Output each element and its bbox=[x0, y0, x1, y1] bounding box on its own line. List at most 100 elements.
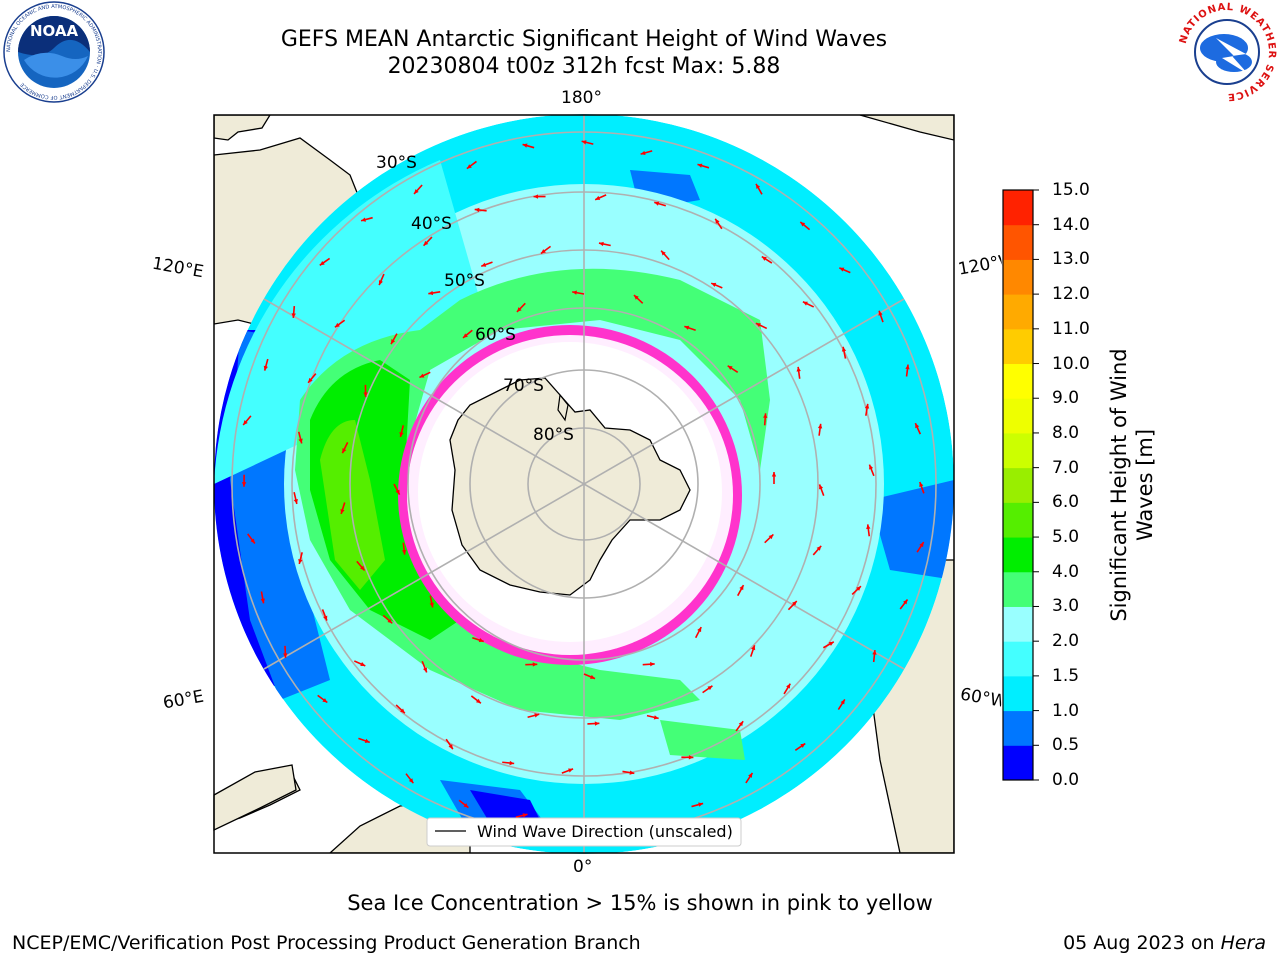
colorbar-tick-label: 1.0 bbox=[1052, 700, 1080, 721]
colorbar-frame bbox=[1002, 189, 1034, 781]
footer-date: 05 Aug 2023 on Hera bbox=[1063, 932, 1266, 954]
wind-arrow-head bbox=[364, 738, 370, 743]
wind-arrow-head bbox=[516, 307, 522, 312]
colorbar-segment bbox=[1003, 745, 1033, 781]
wind-arrow-head bbox=[402, 549, 407, 555]
wind-arrow-head bbox=[707, 685, 713, 691]
wind-arrow-head bbox=[250, 538, 255, 544]
colorbar-segment bbox=[1003, 675, 1033, 712]
wind-arrow-head bbox=[423, 240, 429, 246]
wind-arrow-head bbox=[872, 650, 877, 655]
colorbar-tick-label: 7.0 bbox=[1052, 457, 1080, 478]
footer-machine: Hera bbox=[1220, 932, 1266, 954]
sea-ice-note: Sea Ice Concentration > 15% is shown in … bbox=[347, 891, 933, 915]
wind-arrow-head bbox=[414, 189, 419, 194]
wind-arrow-head bbox=[448, 744, 453, 750]
wind-arrow-head bbox=[283, 653, 288, 658]
wind-arrow-head bbox=[761, 256, 767, 261]
wind-arrow-head bbox=[653, 715, 659, 720]
wind-arrows bbox=[241, 140, 925, 826]
lon-label-0: 0° bbox=[573, 857, 593, 877]
legend-label: Wind Wave Direction (unscaled) bbox=[477, 822, 733, 841]
colorbar-segment bbox=[1003, 710, 1033, 746]
wind-arrow-head bbox=[293, 499, 298, 504]
wind-arrow-head bbox=[661, 250, 666, 256]
footer-date-text: 05 Aug 2023 on bbox=[1063, 932, 1215, 954]
wind-arrow-head bbox=[768, 534, 774, 540]
wind-arrow-head bbox=[763, 413, 768, 418]
colorbar-label-line2: Waves [m] bbox=[1133, 428, 1157, 542]
wind-arrow-head bbox=[727, 365, 733, 371]
wind-arrow-head bbox=[429, 602, 434, 608]
wind-arrow-head bbox=[903, 599, 908, 605]
wind-arrow-head bbox=[654, 201, 660, 206]
wind-arrow-head bbox=[802, 301, 808, 306]
colorbar-tick-label: 13.0 bbox=[1052, 249, 1090, 270]
wind-arrow-head bbox=[816, 545, 822, 551]
wind-arrow-head bbox=[629, 770, 635, 775]
wind-arrow-head bbox=[395, 489, 400, 495]
wind-arrow-head bbox=[474, 207, 480, 213]
wind-arrow-head bbox=[800, 743, 806, 748]
colorbar-tick-label: 9.0 bbox=[1052, 388, 1080, 409]
wind-arrow-head bbox=[532, 662, 538, 667]
colorbar-segment bbox=[1003, 259, 1033, 295]
wind-arrow-head bbox=[864, 403, 870, 409]
noaa-logo: NATIONAL OCEANIC AND ATMOSPHERIC ADMINIS… bbox=[3, 1, 105, 103]
colorbar-segment bbox=[1003, 641, 1033, 677]
wind-arrow-head bbox=[595, 195, 601, 200]
noaa-logo-text: NOAA bbox=[30, 22, 79, 40]
wind-arrow-head bbox=[360, 662, 366, 667]
wind-arrow-head bbox=[568, 768, 574, 773]
wind-arrow-head bbox=[291, 313, 296, 318]
colorbar-tick-label: 8.0 bbox=[1052, 422, 1080, 443]
wind-arrow-head bbox=[698, 802, 704, 807]
wind-arrow-head bbox=[298, 559, 303, 564]
lat-label-40s: 40°S bbox=[411, 214, 452, 234]
wind-arrow-head bbox=[786, 683, 791, 689]
wind-arrow-head bbox=[633, 295, 639, 300]
wind-arrow-head bbox=[263, 365, 268, 371]
map-frame bbox=[213, 114, 955, 854]
wind-arrow-head bbox=[476, 698, 481, 704]
wind-arrow-head bbox=[866, 524, 871, 530]
ocean-disc bbox=[214, 114, 954, 854]
wind-arrow-head bbox=[466, 164, 472, 169]
wind-arrow-head bbox=[919, 482, 924, 487]
colorbar-tick-label: 15.0 bbox=[1052, 180, 1090, 200]
wind-arrow-head bbox=[739, 585, 744, 591]
wind-arrow-head bbox=[363, 392, 368, 397]
wind-arrow-head bbox=[697, 163, 703, 168]
colorbar-tick-label: 5.0 bbox=[1052, 527, 1080, 548]
colorbar-segment bbox=[1003, 328, 1033, 365]
land-upper-right bbox=[859, 115, 954, 141]
plot-title: GEFS MEAN Antarctic Significant Height o… bbox=[280, 27, 888, 52]
wind-arrow-head bbox=[308, 377, 313, 383]
colorbar-segment bbox=[1003, 571, 1033, 607]
wind-arrow-head bbox=[796, 366, 801, 372]
wind-arrow-head bbox=[756, 183, 761, 189]
colorbar-segment bbox=[1003, 467, 1033, 503]
wind-arrow-head bbox=[841, 346, 847, 352]
wind-arrow-head bbox=[260, 598, 265, 604]
wind-arrow-head bbox=[839, 267, 845, 272]
lat-label-30s: 30°S bbox=[376, 153, 417, 173]
wind-arrow-head bbox=[800, 222, 806, 227]
wind-arrow-head bbox=[387, 618, 393, 624]
wind-arrow-head bbox=[400, 708, 405, 714]
wind-arrow-head bbox=[738, 721, 744, 727]
colorbar-segment bbox=[1003, 294, 1033, 330]
wind-arrow-head bbox=[391, 339, 396, 345]
colorbar-segment bbox=[1003, 502, 1033, 538]
land-australia bbox=[214, 115, 271, 141]
colorbar-tick-label: 0.0 bbox=[1052, 770, 1080, 790]
wind-arrow-head bbox=[533, 194, 539, 199]
wind-arrow-head bbox=[340, 508, 345, 514]
wind-arrow-head bbox=[319, 260, 325, 266]
wind-arrow-head bbox=[594, 721, 600, 726]
wind-arrow-head bbox=[771, 472, 777, 477]
wind-arrow-head bbox=[428, 290, 434, 296]
footer-branch: NCEP/EMC/Verification Post Processing Pr… bbox=[12, 932, 641, 954]
wind-arrow-head bbox=[581, 140, 587, 145]
